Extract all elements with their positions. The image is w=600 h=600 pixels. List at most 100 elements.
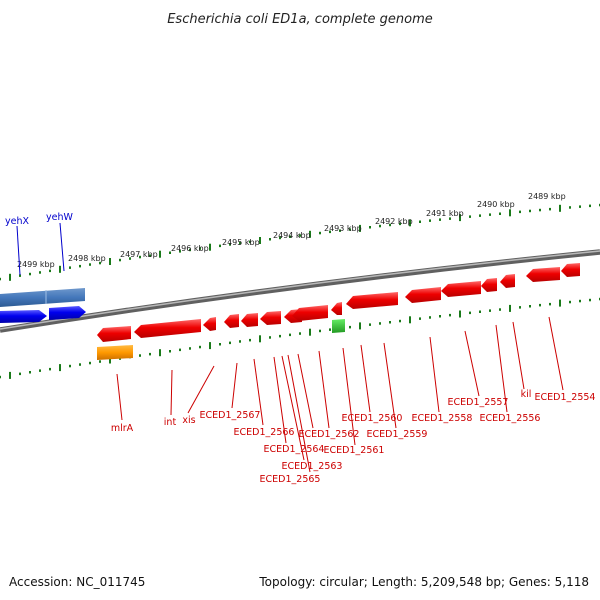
upper-scale-tick [129, 257, 131, 260]
upper-scale-tick [519, 210, 521, 214]
lower-scale-tick [59, 364, 61, 372]
accession-text: Accession: NC_011745 [9, 575, 145, 589]
upper-scale-tick [19, 274, 21, 277]
reverse-gene-arrow [561, 263, 580, 277]
upper-scale-tick [139, 255, 141, 259]
lower-scale-tick [239, 340, 241, 343]
gene-label-ECED1-2558: ECED1_2558 [412, 413, 473, 424]
kbp-label-group: 2499 kbp 2498 kbp 2497 kbp 2496 kbp 2495… [17, 192, 566, 269]
upper-scale-tick [39, 271, 41, 274]
lower-scale-tick [539, 303, 541, 307]
upper-scale-tick [179, 250, 181, 253]
genome-backbone-highlight [0, 250, 600, 330]
upper-scale-tick [449, 217, 451, 220]
lower-scale-tick [469, 311, 471, 315]
genome-backbone [0, 249, 600, 333]
lower-scale-tick [449, 313, 451, 317]
upper-scale-tick [479, 214, 481, 217]
lower-scale-tick [179, 348, 181, 352]
gene-label-ECED1-2562: ECED1_2562 [299, 429, 360, 440]
gene-label-ECED1-2559: ECED1_2559 [367, 429, 428, 440]
gene-label-kil: kil [521, 389, 532, 400]
lower-scale-tick [309, 328, 311, 336]
lower-scale-tick [139, 354, 141, 357]
upper-scale-tick [239, 241, 241, 245]
upper-scale-tick [49, 269, 51, 273]
forward-gene-cluster [0, 288, 85, 307]
reverse-label-group: mlrA int xis ECED1_2567 ECED1_2566 ECED1… [111, 389, 596, 485]
gene-label-ECED1-2556: ECED1_2556 [480, 413, 541, 424]
reverse-gene-arrow [97, 326, 131, 342]
upper-scale-tick [289, 235, 291, 238]
upper-scale-tick [89, 263, 91, 266]
lower-scale-tick [19, 372, 21, 376]
upper-scale-tick [389, 223, 391, 227]
upper-scale-tick [499, 212, 501, 215]
upper-scale-tick [329, 230, 331, 234]
upper-scale-tick [439, 218, 441, 221]
gene-label-mlrA: mlrA [111, 423, 134, 434]
lower-scale-tick [369, 323, 371, 326]
lower-scale-tick [509, 304, 511, 312]
lower-scale-tick [99, 360, 101, 363]
upper-scale-tick [109, 258, 111, 265]
forward-gene-arrow [49, 306, 86, 320]
lower-scale-tick [219, 343, 221, 346]
forward-gene-arrow [0, 310, 47, 323]
lower-scale-tick [589, 298, 591, 302]
gene-label-yehW: yehW [46, 212, 73, 223]
upper-scale-tick [549, 207, 551, 211]
upper-scale-tick [299, 234, 301, 237]
lower-scale-tick [289, 333, 291, 337]
reverse-gene-arrow [224, 314, 239, 328]
lower-scale-tick [0, 375, 1, 379]
upper-scale-tick [319, 231, 321, 235]
lower-scale-tick [39, 369, 41, 372]
kbp-label: 2494 kbp [273, 231, 311, 240]
reverse-gene-arrow [441, 281, 481, 297]
gene-label-int: int [164, 417, 177, 428]
upper-scale-tick [59, 265, 61, 273]
kbp-label: 2497 kbp [120, 250, 158, 259]
reverse-gene-arrow [526, 267, 560, 282]
map-title: Escherichia coli ED1a, complete genome [167, 12, 433, 27]
lower-scale-tick [229, 341, 231, 345]
lower-scale-tick [319, 329, 321, 333]
upper-scale-tick [269, 238, 271, 241]
upper-scale-tick [399, 222, 401, 226]
kbp-label: 2496 kbp [171, 244, 209, 253]
lower-scale-tick [329, 328, 331, 331]
kbp-label: 2492 kbp [375, 217, 413, 226]
gene-label-ECED1-2566: ECED1_2566 [234, 427, 295, 438]
upper-scale-tick [149, 254, 151, 257]
lower-scale-tick [79, 363, 81, 366]
upper-scale-tick [169, 251, 171, 254]
lower-scale-tick [379, 322, 381, 325]
upper-scale-tick [209, 243, 211, 251]
upper-scale-tick [559, 204, 561, 212]
gene-label-ECED1-2561: ECED1_2561 [324, 445, 385, 456]
kbp-label: 2489 kbp [528, 192, 566, 201]
reverse-gene-arrow [405, 287, 441, 303]
upper-scale-tick [9, 273, 11, 281]
lower-scale-tick [499, 308, 501, 311]
lower-scale-tick [299, 332, 301, 335]
pseudo-gene-block [97, 345, 133, 360]
kbp-label: 2493 kbp [324, 224, 362, 233]
lower-scale-tick [269, 336, 271, 339]
upper-scale-tick [569, 206, 571, 209]
upper-scale-tick [29, 272, 31, 276]
lower-scale-tick [279, 334, 281, 338]
reverse-gene-group [97, 263, 580, 342]
gene-label-ECED1-2554: ECED1_2554 [535, 392, 596, 403]
lower-scale-tick [459, 310, 461, 318]
kbp-label: 2490 kbp [477, 200, 515, 209]
lower-scale-tick [209, 342, 211, 350]
upper-scale-tick [339, 229, 341, 232]
gene-label-ECED1-2565: ECED1_2565 [260, 474, 321, 485]
lower-scale-tick [579, 299, 581, 303]
reverse-gene-arrow [500, 274, 515, 288]
upper-scale-tick [99, 261, 101, 265]
lower-scale-tick [489, 309, 491, 312]
topology-text: Topology: circular; Length: 5,209,548 bp… [258, 575, 589, 589]
